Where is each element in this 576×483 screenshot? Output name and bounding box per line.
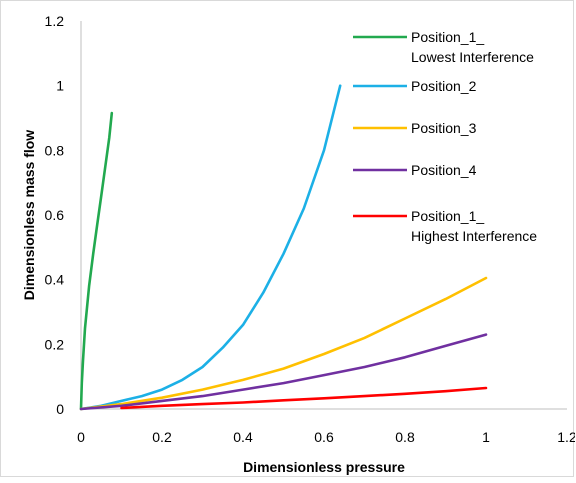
x-tick-label: 0 — [77, 429, 85, 445]
x-tick-label: 1 — [482, 429, 490, 445]
legend-label-1: Position_1_ Lowest Interference — [411, 29, 534, 65]
x-tick-label: 0.6 — [314, 429, 334, 445]
x-tick-label: 0.4 — [233, 429, 253, 445]
tick-labels: 0 0.2 0.4 0.6 0.8 1 1.2 0 0.2 0.4 0.6 0.8 1 1.2 — [45, 13, 576, 445]
series-line-2 — [79, 84, 342, 411]
series-line-1 — [79, 111, 114, 411]
series-line-5 — [120, 386, 488, 410]
legend-label-5: Position_1_ Highest Interference — [411, 208, 537, 244]
legend: Position_1_ Lowest Interference Position_2… — [353, 29, 537, 244]
y-tick-label: 0.2 — [45, 336, 65, 352]
legend-label-2: Position_2 — [411, 78, 477, 94]
y-tick-label: 0 — [56, 401, 64, 417]
legend-label-3: Position_3 — [411, 120, 477, 136]
y-tick-label: 1.2 — [45, 13, 65, 29]
x-tick-label: 0.8 — [395, 429, 415, 445]
y-axis-title: Dimensionless mass flow — [21, 130, 37, 301]
axes — [80, 21, 567, 410]
y-tick-label: 0.6 — [45, 207, 65, 223]
y-tick-label: 0.8 — [45, 142, 65, 158]
x-tick-label: 1.2 — [557, 429, 575, 445]
series-line-4 — [79, 333, 488, 411]
y-tick-label: 1 — [56, 78, 64, 94]
series-lines — [79, 84, 488, 411]
x-axis-title: Dimensionless pressure — [243, 459, 405, 475]
legend-label-4: Position_4 — [411, 162, 477, 178]
y-tick-label: 0.4 — [45, 272, 65, 288]
series-line-3 — [79, 276, 488, 411]
x-tick-label: 0.2 — [152, 429, 172, 445]
